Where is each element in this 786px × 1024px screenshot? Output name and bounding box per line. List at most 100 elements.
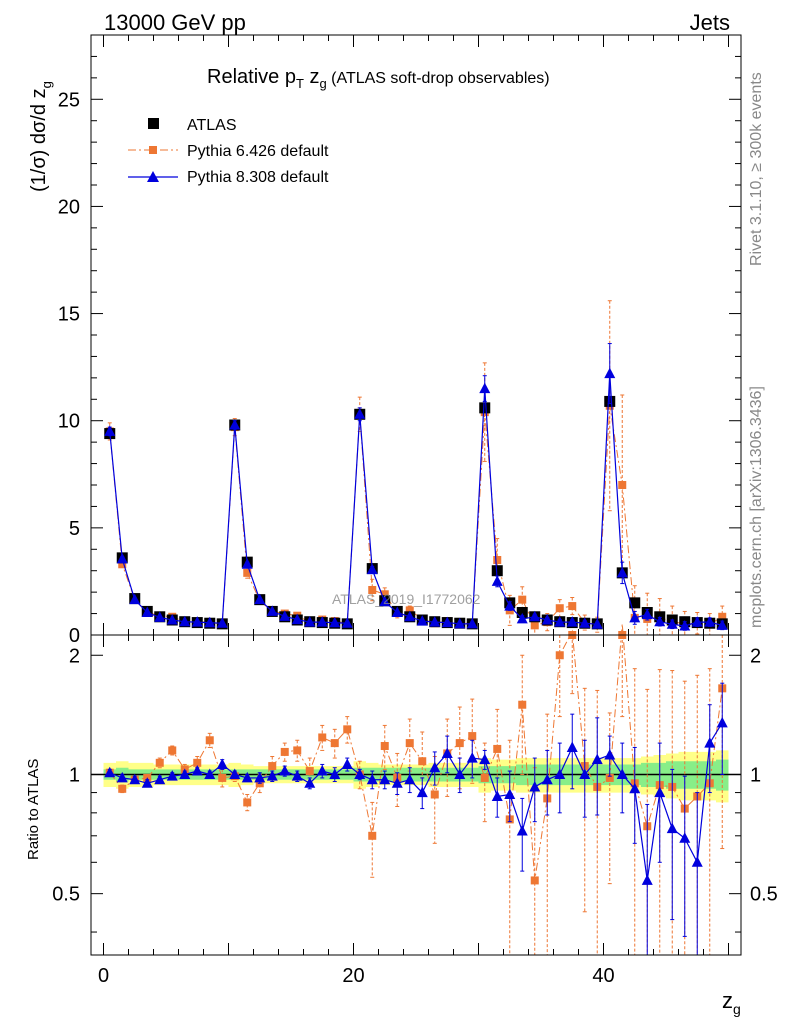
- pythia8-ratio-point: [379, 773, 391, 785]
- pythia8-ratio-point: [541, 773, 553, 785]
- pythia8-main-point: [204, 616, 216, 628]
- pythia6-ratio-point: [305, 767, 314, 776]
- pythia8-ratio-point: [666, 822, 678, 834]
- pythia8-main-point: [116, 552, 128, 564]
- main-ylabel: (1/σ) dσ/d zg: [28, 81, 54, 192]
- pythia8-ratio-point: [141, 777, 153, 788]
- pythia8-main-point: [254, 593, 266, 605]
- ratio-xtick-label: 20: [342, 965, 364, 987]
- pythia8-main-point: [291, 613, 303, 625]
- pythia6-main-point: [405, 606, 414, 615]
- pythia8-main-point: [429, 616, 441, 627]
- ratio-panel: 0.5 0.5 1 1 2 2 0 20 40 Ratio to ATLAS zg: [25, 623, 778, 1017]
- pythia8-ratio-point: [191, 765, 203, 776]
- pythia8-ratio-point: [716, 716, 728, 728]
- pythia8-ratio-line: [109, 722, 723, 881]
- atlas-main-point: [516, 607, 528, 618]
- pythia8-ratio-point: [229, 768, 241, 779]
- rivet-label: Rivet 3.1.10, ≥ 300k events: [748, 72, 765, 266]
- pythia8-ratio-point: [616, 768, 628, 779]
- pythia6-ratio-point: [380, 741, 389, 750]
- ratio-xtick-label: 40: [592, 965, 614, 987]
- xlabel-sub: g: [733, 1001, 741, 1017]
- pythia6-ratio-point: [155, 758, 164, 767]
- pythia8-main-point: [316, 616, 328, 627]
- ratio-ytick-label: 1: [69, 764, 80, 786]
- pythia6-ratio-point: [468, 732, 477, 741]
- pythia8-main-point: [179, 615, 191, 627]
- pythia8-main-point: [541, 614, 553, 625]
- pythia8-ratio-point: [629, 782, 641, 794]
- pythia8-main-point: [466, 617, 478, 629]
- legend-pythia8-marker: [147, 171, 159, 182]
- xlabel: zg: [722, 988, 741, 1017]
- pythia8-ratio-point: [466, 752, 478, 763]
- pythia8-ratio-point: [416, 786, 428, 798]
- pythia6-ratio-point: [455, 739, 464, 748]
- pythia8-main-point: [266, 605, 278, 616]
- legend-atlas-label: ATLAS: [187, 117, 237, 134]
- pythia8-main-point: [704, 616, 716, 627]
- pythia8-main-point: [154, 611, 166, 622]
- ratio-ylabel: Ratio to ATLAS: [25, 759, 42, 860]
- pythia6-main-point: [718, 612, 727, 621]
- pythia8-main-point: [529, 610, 541, 622]
- pythia6-main-point: [118, 560, 127, 569]
- legend: ATLAS Pythia 6.426 default Pythia 8.308 …: [128, 117, 329, 186]
- pythia8-main-point: [241, 558, 253, 569]
- pythia6-ratio-point: [205, 736, 214, 745]
- pythia8-main-point: [441, 616, 453, 628]
- pythia8-ratio-point: [454, 768, 466, 779]
- pythia8-main-point: [216, 617, 228, 628]
- ratio-ytick-label-right: 0.5: [750, 884, 778, 906]
- pythia8-main-point: [654, 615, 666, 627]
- header-right: Jets: [690, 10, 730, 35]
- pythia8-ratio-point: [504, 788, 516, 799]
- main-ylabel-text: (1/σ) dσ/d z: [28, 88, 50, 192]
- pythia8-main-point: [404, 610, 416, 622]
- pythia8-main-point: [579, 617, 591, 628]
- pythia6-ratio-line: [109, 623, 723, 881]
- pythia6-ratio-point: [118, 784, 127, 793]
- main-ytick-label: 0: [69, 625, 80, 647]
- pythia8-ratio-point: [404, 773, 416, 785]
- pythia8-ratio-point: [691, 856, 703, 867]
- pythia6-ratio-point: [330, 739, 339, 748]
- main-title-z: z: [304, 66, 320, 88]
- pythia8-main-point: [304, 616, 316, 627]
- pythia6-ratio-point: [405, 739, 414, 748]
- pythia8-ratio-point: [641, 874, 653, 885]
- pythia6-ratio-point: [493, 744, 502, 753]
- pythia6-ratio-point: [293, 746, 302, 755]
- pythia8-main-point: [604, 367, 616, 379]
- pythia8-ratio-point: [554, 768, 566, 779]
- pythia8-ratio-point: [704, 737, 716, 748]
- pythia8-ratio-point: [341, 758, 353, 769]
- pythia8-ratio-point: [354, 768, 366, 779]
- xlabel-text: z: [722, 988, 733, 1013]
- pythia8-ratio-point: [316, 765, 328, 776]
- pythia6-ratio-point: [430, 790, 439, 799]
- ratio-ytick-label: 0.5: [52, 884, 80, 906]
- pythia6-ratio-point: [318, 733, 327, 742]
- pythia8-main-point: [379, 595, 391, 607]
- main-ytick-label: 25: [58, 89, 80, 111]
- main-ytick-label: 20: [58, 196, 80, 218]
- pythia6-main-point: [243, 568, 252, 577]
- pythia8-main-point: [554, 616, 566, 627]
- legend-atlas-marker: [148, 118, 159, 129]
- pythia8-ratio-point: [441, 747, 453, 758]
- pythia8-ratio-point: [166, 770, 178, 781]
- pythia8-ratio-point: [216, 758, 228, 769]
- atlas-main-point: [629, 597, 641, 609]
- pythia6-ratio-point: [530, 876, 539, 885]
- pythia6-main-point: [555, 604, 564, 613]
- pythia8-main-point: [416, 615, 428, 626]
- pythia6-ratio-point: [418, 757, 427, 766]
- pythia6-main-point: [618, 481, 627, 489]
- pythia8-main-point: [566, 616, 578, 627]
- main-title-p: p: [285, 66, 296, 88]
- pythia8-ratio-point: [291, 770, 303, 781]
- pythia8-ratio-point: [579, 768, 591, 779]
